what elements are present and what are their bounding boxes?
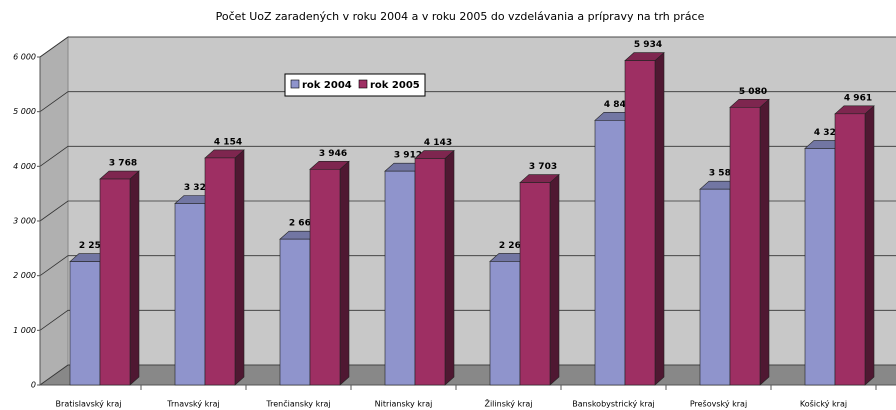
legend: rok 2004 rok 2005 [284,73,426,97]
bar-front [519,182,551,386]
y-tick-label: 3 000 [13,217,36,226]
bar-front [204,157,236,386]
x-tick-label: Banskobystrický kraj [572,400,655,409]
legend-swatch [290,79,300,89]
bar [204,149,245,386]
x-tick-label: Košický kraj [800,399,847,409]
bar [624,51,665,386]
bar [729,98,770,386]
y-tick-label: 5 000 [13,107,36,116]
y-tick-label: 1 000 [13,326,36,335]
y-tick-label: 2 000 [13,271,36,280]
bar [309,160,350,386]
bar-front [174,203,206,386]
bar [99,170,140,386]
bar-side [234,149,245,386]
bar [519,173,560,386]
legend-box [284,73,426,97]
bar-front [279,238,311,386]
value-label: 2 258 [79,241,107,251]
value-label: 3 912 [394,151,422,161]
x-tick-label: Trenčiansky kraj [265,399,330,409]
chart-title: Počet UoZ zaradených v roku 2004 a v rok… [216,10,705,23]
bar-front [624,60,656,386]
x-tick-label: Prešovský kraj [690,399,747,409]
grid-line [39,364,896,386]
x-tick-label: Nitriansky kraj [375,400,433,409]
x-tick-label: Žilinský kraj [484,398,532,409]
bar [834,105,875,386]
bar-front [99,178,131,386]
x-tick-label: Trnavský kraj [166,400,219,409]
grid-line [39,200,896,222]
value-label: 4 961 [844,93,872,103]
bar-side [654,51,665,386]
bar-front [804,148,836,386]
legend-label: rok 2005 [370,80,420,91]
value-label: 4 842 [604,100,632,110]
bar-front [384,170,416,386]
value-label: 4 154 [214,137,242,147]
value-label: 5 934 [634,40,662,50]
bar-side [444,149,455,386]
x-tick-label: Bratislavský kraj [56,400,122,409]
bar [414,149,455,386]
bar-front [594,120,626,386]
value-label: 2 261 [499,241,527,251]
bar-side [129,170,140,386]
bar-front [309,168,341,386]
value-label: 5 080 [739,87,767,97]
bar-side [549,173,560,386]
bar-side [759,98,770,386]
value-label: 3 582 [709,169,737,179]
bar-side [864,105,875,386]
bar-front [69,261,101,386]
bar-front [489,261,521,386]
bar-front [699,188,731,386]
grid-line [39,36,896,58]
grid-line [39,309,896,331]
y-tick-label: 0 [31,381,36,390]
legend-swatch [358,79,368,89]
value-label: 4 327 [814,128,842,138]
value-label: 3 703 [529,162,557,172]
legend-label: rok 2004 [302,80,352,91]
grid-line [39,145,896,167]
bar-side [339,160,350,386]
value-label: 4 143 [424,138,452,148]
value-label: 2 668 [289,219,317,229]
value-label: 3 946 [319,149,347,159]
bar-front [729,106,761,386]
y-tick-label: 4 000 [13,162,36,171]
value-label: 3 768 [109,159,137,169]
bar-front [414,158,446,386]
value-label: 3 320 [184,183,212,193]
bar-front [834,113,866,386]
y-tick-label: 6 000 [13,53,36,62]
grid-line [39,255,896,276]
grid-line [39,91,896,112]
